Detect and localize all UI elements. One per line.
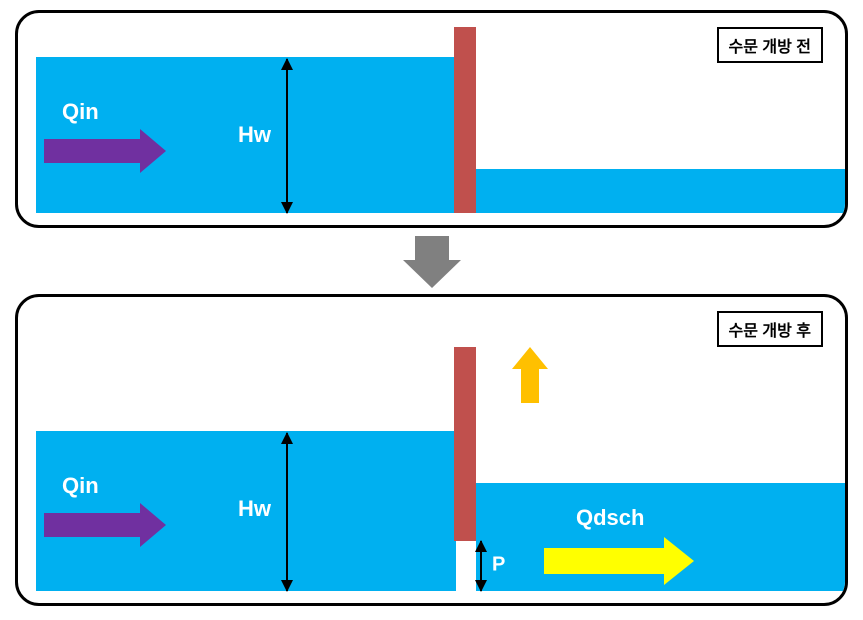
p-label: P: [492, 554, 505, 577]
qdsch-arrow: [544, 537, 694, 585]
qdsch-label: Qdsch: [576, 505, 644, 531]
panel-before: Qin Hw 수문 개방 전: [15, 10, 848, 228]
hw-label-after: Hw: [238, 496, 271, 522]
transition-arrow-icon: [403, 236, 461, 288]
title-after: 수문 개방 후: [717, 311, 824, 347]
hw-label-before: Hw: [238, 122, 271, 148]
hw-dim-before: [286, 59, 288, 213]
p-dim: [480, 541, 482, 591]
gate-before: [454, 27, 476, 213]
title-before: 수문 개방 전: [717, 27, 824, 63]
qin-label-before: Qin: [62, 99, 99, 125]
hw-dim-after: [286, 433, 288, 591]
gate-after: [454, 347, 476, 541]
qin-label-after: Qin: [62, 473, 99, 499]
qin-arrow-before: [44, 129, 166, 173]
gate-up-arrow-icon: [512, 347, 548, 403]
panel-after: Qin Qdsch Hw P 수문 개방 후: [15, 294, 848, 606]
water-downstream-before: [476, 169, 848, 213]
qin-arrow-after: [44, 503, 166, 547]
